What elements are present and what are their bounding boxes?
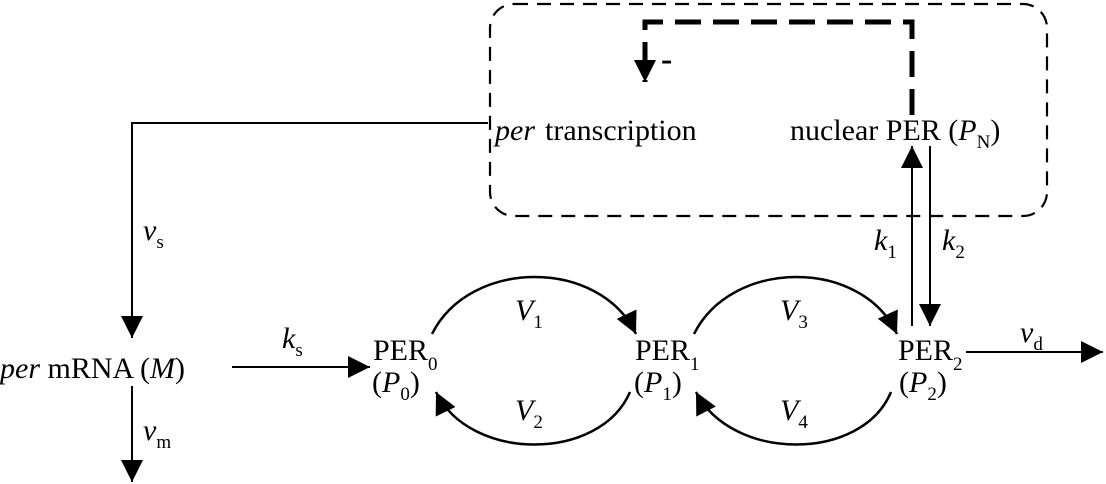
feedback-arrow bbox=[634, 19, 915, 115]
rate-vm: vm bbox=[143, 414, 171, 453]
rate-V1: V1 bbox=[515, 294, 543, 333]
phosphorylation-arrow-v1 bbox=[430, 275, 638, 335]
dephosphorylation-arrow-v2 bbox=[434, 391, 632, 446]
phosphorylation-arrow-v3 bbox=[692, 275, 899, 335]
rate-V4: V4 bbox=[780, 394, 808, 433]
per2-symbol: (P2) bbox=[899, 366, 947, 405]
rate-V2: V2 bbox=[515, 394, 543, 433]
per0-symbol: (P0) bbox=[372, 366, 420, 405]
per1-symbol: (P1) bbox=[634, 366, 682, 405]
nuclear-per-label: nuclear PER (PN) bbox=[790, 114, 1000, 153]
nucleus-compartment bbox=[488, 2, 1049, 218]
rate-V3: V3 bbox=[780, 294, 808, 333]
transcription-label: per transcription bbox=[493, 114, 697, 147]
rate-vs: vs bbox=[143, 214, 164, 253]
per2-label: PER2 bbox=[898, 334, 963, 375]
rate-k2: k2 bbox=[942, 224, 965, 263]
transcription-arrow bbox=[121, 122, 488, 338]
per0-label: PER0 bbox=[373, 334, 438, 375]
per1-label: PER1 bbox=[635, 334, 700, 375]
mrna-label: per mRNA (M) bbox=[0, 352, 185, 385]
rate-k1: k1 bbox=[874, 224, 897, 263]
rate-vd: vd bbox=[1020, 316, 1043, 355]
rate-ks: ks bbox=[282, 322, 303, 361]
feedback-sign: - bbox=[661, 41, 672, 78]
dephosphorylation-arrow-v4 bbox=[694, 391, 893, 446]
